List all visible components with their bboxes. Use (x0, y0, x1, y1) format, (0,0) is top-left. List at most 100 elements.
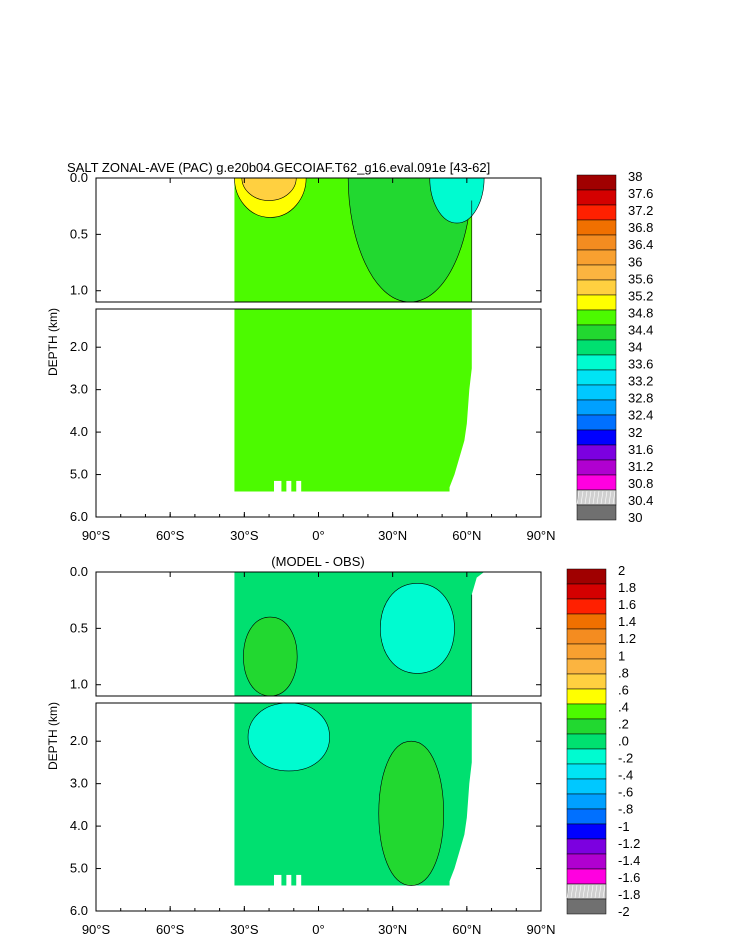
legend-swatch (576, 429, 617, 446)
legend-swatch (576, 309, 617, 326)
y-tick-label: 5.0 (70, 467, 88, 482)
legend-label: 1.4 (618, 614, 636, 629)
legend-swatch (566, 718, 607, 735)
legend-swatch (566, 583, 607, 600)
y-tick-label: 2.0 (70, 733, 88, 748)
diff-panel: (MODEL - OBS) DEPTH (km) 0.00.51.0 2.03.… (46, 554, 640, 937)
colorbar-legend: 21.81.61.41.21.8.6.4.2.0-.2-.4-.6-.8-1-1… (566, 563, 640, 919)
legend-hatch (592, 490, 596, 505)
legend-label: .2 (618, 716, 629, 731)
legend-label: -1.2 (618, 836, 640, 851)
legend-swatch (576, 474, 617, 491)
y-axis-label: DEPTH (km) (46, 702, 60, 770)
legend-swatch (576, 444, 617, 461)
legend-hatch (600, 490, 604, 505)
seafloor-notch (286, 480, 292, 493)
legend-hatch (578, 884, 582, 899)
y-tick-label: 6.0 (70, 509, 88, 524)
contour-fill-lower (234, 703, 472, 887)
y-tick-label: 3.0 (70, 382, 88, 397)
contour-region (241, 178, 297, 201)
x-tick-label: 60°S (156, 922, 185, 937)
legend-swatch (566, 808, 607, 825)
legend-swatch (576, 459, 617, 476)
legend-label: 36.8 (628, 220, 653, 235)
legend-label: 2 (618, 563, 625, 578)
legend-swatch (566, 673, 607, 690)
legend-label: 1.2 (618, 631, 636, 646)
legend-swatch (566, 628, 607, 645)
legend-hatch (584, 490, 588, 505)
legend-swatch (566, 868, 607, 885)
x-ticks: 90°S 60°S 30°S 0° 30°N 60°N 90°N (82, 572, 556, 937)
x-tick-label: 60°N (452, 528, 481, 543)
legend-swatch (576, 219, 617, 236)
legend-swatch (566, 643, 607, 660)
legend-swatch (576, 354, 617, 371)
legend-label: 31.2 (628, 459, 653, 474)
legend-label: 33.6 (628, 357, 653, 372)
legend-hatch (612, 490, 616, 505)
x-tick-label: 90°S (82, 528, 111, 543)
seafloor-notch (296, 874, 302, 887)
legend-swatch (566, 733, 607, 750)
legend-label: 32.4 (628, 408, 653, 423)
legend-label: .4 (618, 699, 629, 714)
legend-label: -.2 (618, 751, 633, 766)
seafloor-notch (286, 874, 292, 887)
contour-region (380, 582, 455, 674)
legend-label: 35.6 (628, 271, 653, 286)
colorbar-legend: 38 37.6 37.2 36.8 36.4 36 35.6 35.2 34.8 34.4 34 33… (576, 169, 653, 525)
legend-label: .6 (618, 682, 629, 697)
chart-title: SALT ZONAL-AVE (PAC) g.e20b04.GECOIAF.T6… (67, 160, 490, 175)
legend-swatch (576, 249, 617, 266)
legend-hatch (566, 884, 570, 899)
legend-swatch (576, 174, 617, 191)
legend-swatch (566, 853, 607, 870)
legend-hatch (570, 884, 574, 899)
legend-label: 34.8 (628, 305, 653, 320)
legend-label: 1.8 (618, 580, 636, 595)
x-tick-label: 90°N (526, 528, 555, 543)
legend-hatch (594, 884, 598, 899)
legend-label: 31.6 (628, 442, 653, 457)
contour-fill-upper (234, 178, 485, 302)
x-tick-label: 30°S (230, 528, 259, 543)
legend-hatch (602, 884, 606, 899)
legend-swatch (576, 264, 617, 281)
y-tick-label: 6.0 (70, 903, 88, 918)
lower-plot-area (234, 703, 472, 887)
upper-plot-area (234, 572, 485, 696)
legend-label: .8 (618, 665, 629, 680)
salt-panel: SALT ZONAL-AVE (PAC) g.e20b04.GECOIAF.T6… (46, 160, 653, 543)
legend-swatch (576, 399, 617, 416)
y-tick-label: 0.5 (70, 226, 88, 241)
legend-label: 32 (628, 425, 642, 440)
legend-hatch (582, 884, 586, 899)
y-tick-label: 0.0 (70, 170, 88, 185)
legend-label: .0 (618, 734, 629, 749)
legend-label: -.4 (618, 768, 633, 783)
legend-swatch (576, 279, 617, 296)
x-tick-label: 60°S (156, 528, 185, 543)
legend-label: 35.2 (628, 288, 653, 303)
x-tick-label: 0° (312, 922, 324, 937)
legend-label: 33.2 (628, 374, 653, 389)
legend-swatch (576, 294, 617, 311)
legend-label: 30.4 (628, 493, 653, 508)
legend-label: -1 (618, 819, 630, 834)
x-tick-label: 30°S (230, 922, 259, 937)
legend-hatch (588, 490, 592, 505)
y-tick-label: 2.0 (70, 339, 88, 354)
legend-swatch (576, 189, 617, 206)
lower-plot-area (234, 309, 472, 493)
x-ticks: 90°S 60°S 30°S 0° 30°N 60°N 90°N (82, 178, 556, 543)
legend-label: 36.4 (628, 237, 653, 252)
x-tick-label: 30°N (378, 528, 407, 543)
contour-region (243, 616, 298, 696)
legend-swatch (576, 504, 617, 521)
x-tick-label: 90°N (526, 922, 555, 937)
y-tick-label: 3.0 (70, 776, 88, 791)
x-tick-label: 0° (312, 528, 324, 543)
legend-swatch (566, 613, 607, 630)
